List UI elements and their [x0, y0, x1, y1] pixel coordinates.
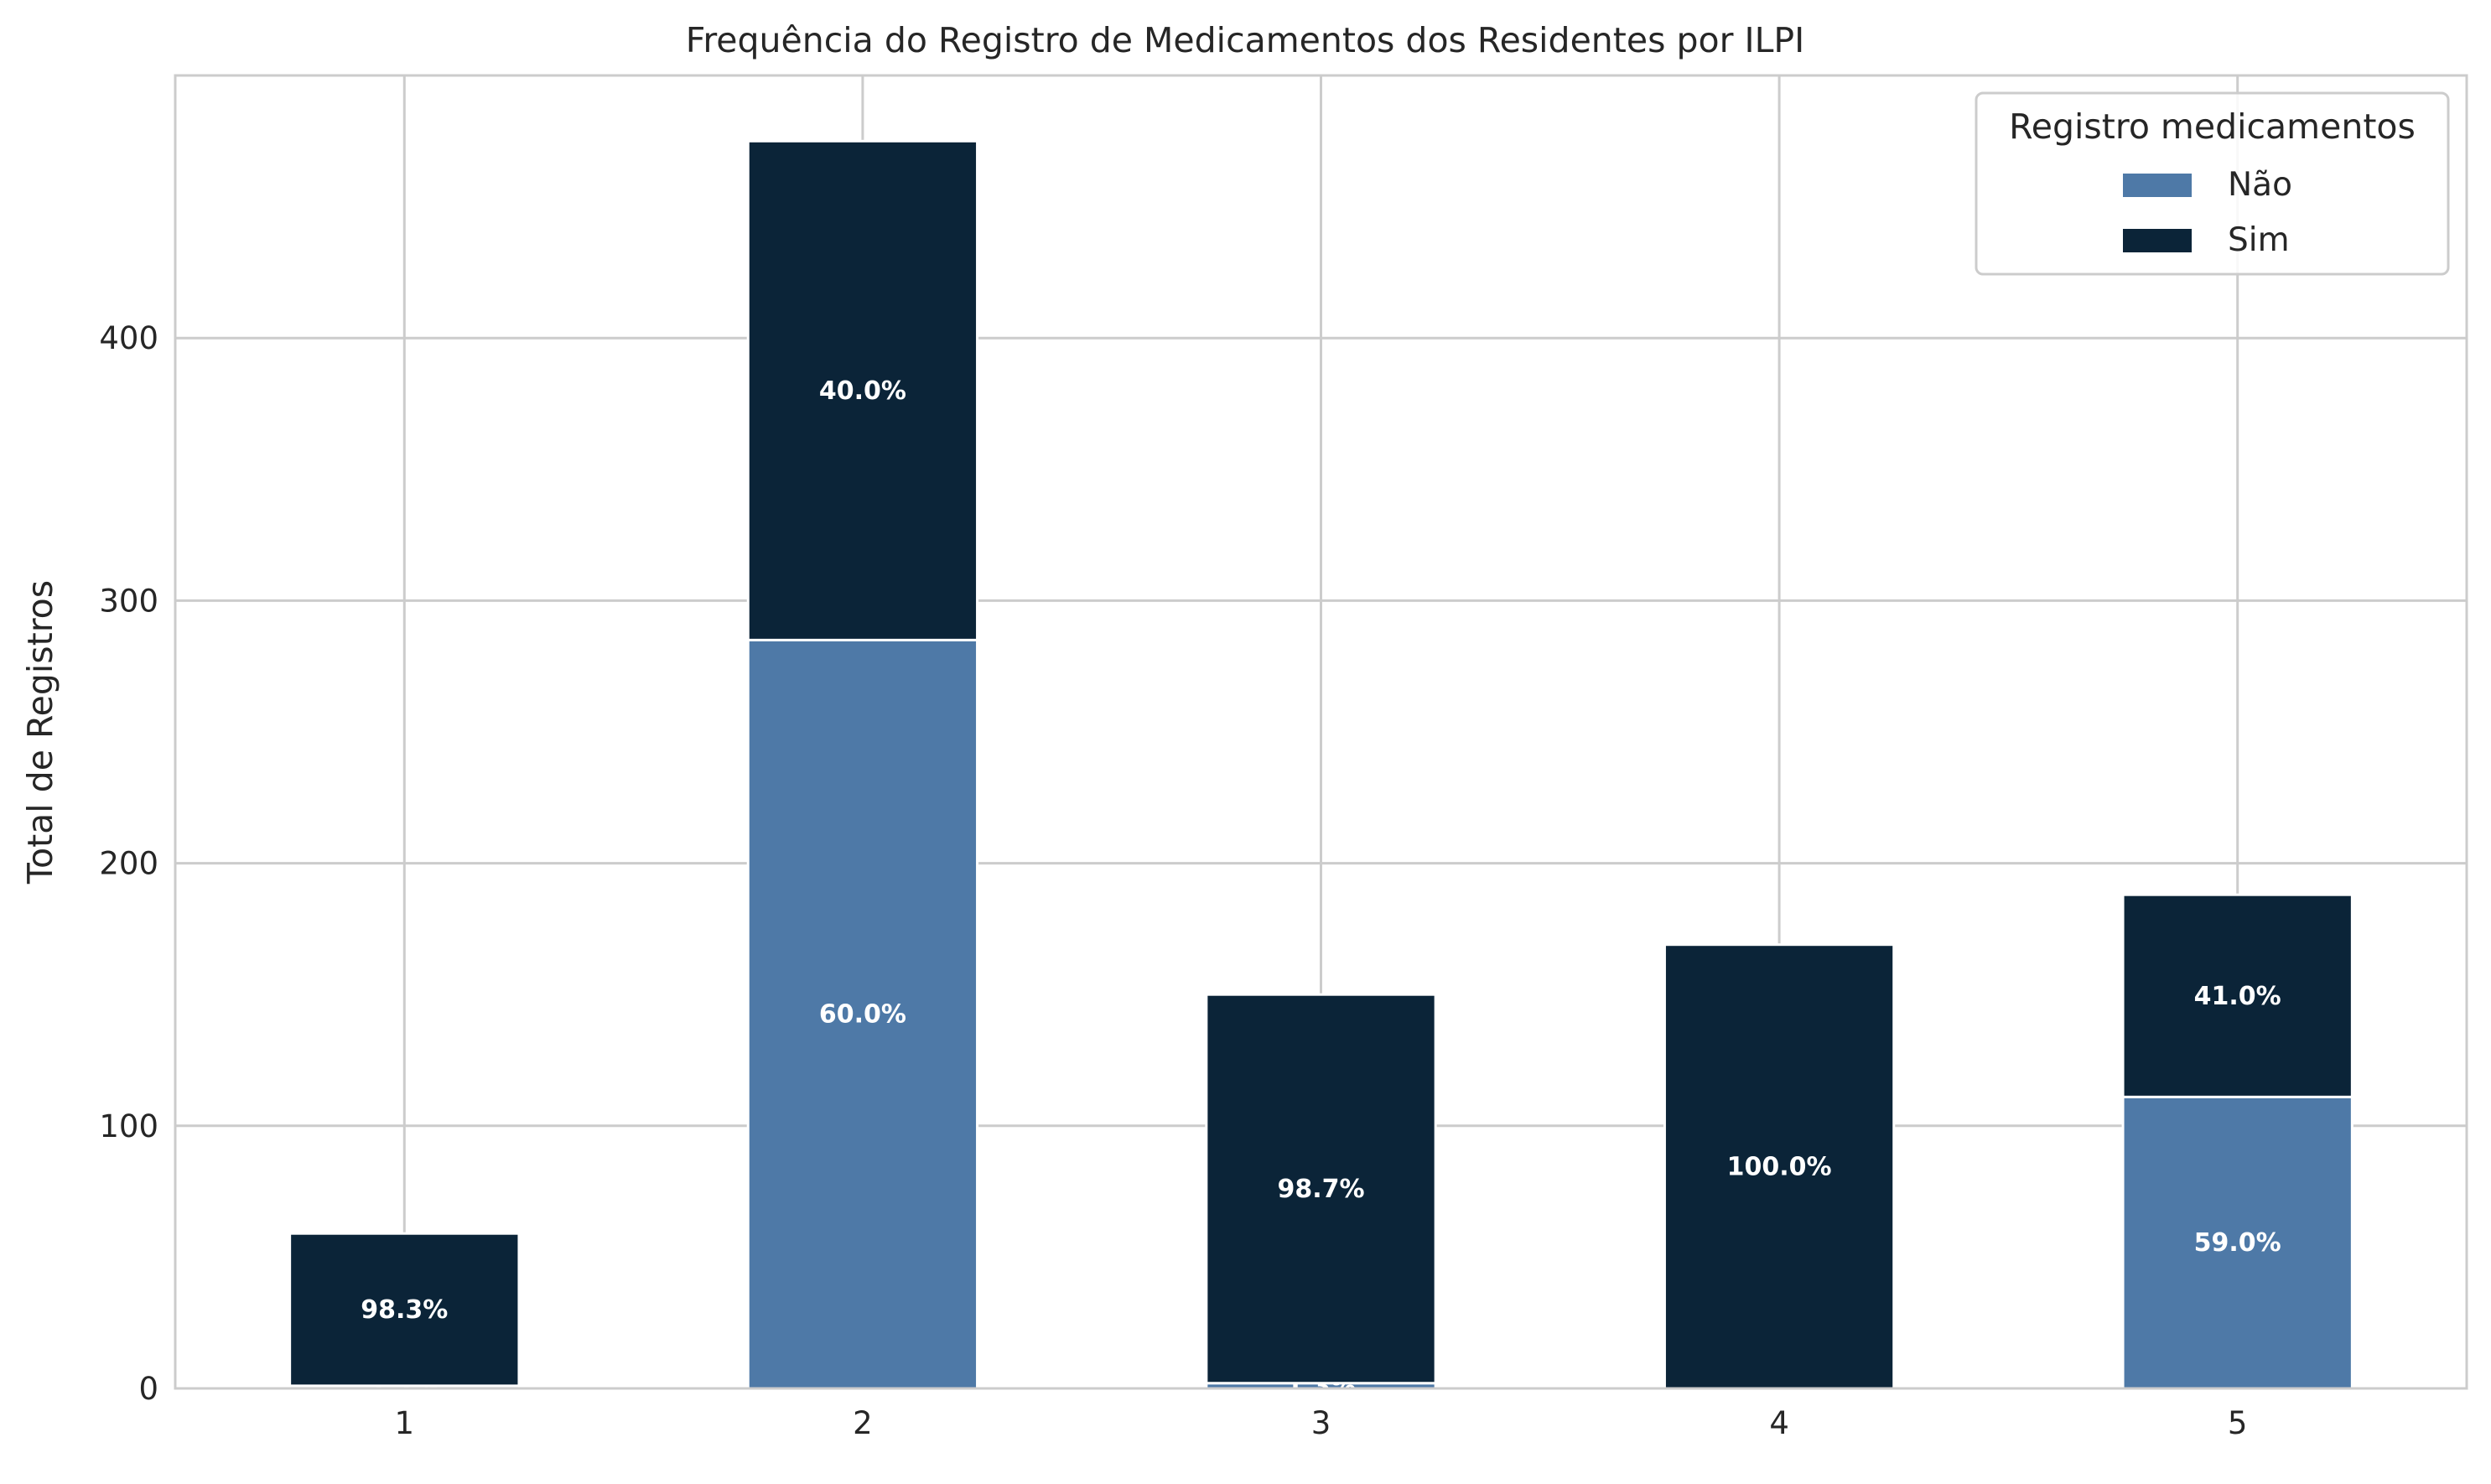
- y-tick-label: 400: [99, 320, 158, 356]
- x-tick-label: 5: [2228, 1405, 2248, 1441]
- x-tick-label: 4: [1769, 1405, 1789, 1441]
- legend-swatch: [2123, 174, 2192, 197]
- bar-data-label: 98.7%: [1277, 1175, 1364, 1204]
- y-tick-label: 200: [99, 846, 158, 882]
- legend-entry-label: Sim: [2228, 221, 2290, 259]
- axis-ticks: 0 100 200 300 400 1 2 3 4 5: [99, 320, 2247, 1441]
- chart-title: Frequência do Registro de Medicamentos d…: [686, 20, 1805, 60]
- bar-segment-n-o: [2121, 1095, 2353, 1390]
- plot-frame: [174, 74, 2468, 1390]
- bar-segment-sim: [1205, 993, 1437, 1385]
- x-tick-label: 2: [853, 1405, 873, 1441]
- bar-segment-sim: [288, 1232, 521, 1388]
- bar-segment-sim: [746, 139, 979, 641]
- bar-data-label: 41.0%: [2194, 982, 2281, 1011]
- legend-swatch: [2123, 229, 2192, 252]
- legend-box: [1975, 91, 2450, 276]
- bar-segment-sim: [1663, 943, 1896, 1390]
- bar-data-label: 100.0%: [1727, 1152, 1832, 1181]
- legend-entry-label: Não: [2228, 166, 2292, 204]
- y-tick-label: 300: [99, 583, 158, 619]
- legend: Registro medicamentos Não Sim: [1975, 91, 2450, 276]
- bar-data-label: 60.0%: [819, 1000, 906, 1030]
- bar-data-label: 98.3%: [361, 1295, 448, 1325]
- x-tick-label: 3: [1311, 1405, 1331, 1441]
- bar-segment-sim: [2121, 893, 2353, 1098]
- bar-data-label: 40.0%: [819, 376, 906, 406]
- legend-title: Registro medicamentos: [2009, 106, 2416, 147]
- bar-data-label: 59.0%: [2194, 1228, 2281, 1258]
- y-axis-label: Total de Registros: [20, 580, 60, 885]
- bars: 1.7%98.3%60.0%40.0%1.3%98.7%100.0%59.0%4…: [288, 139, 2353, 1402]
- y-tick-label: 100: [99, 1108, 158, 1144]
- x-tick-label: 1: [395, 1405, 415, 1441]
- y-tick-label: 0: [138, 1371, 158, 1407]
